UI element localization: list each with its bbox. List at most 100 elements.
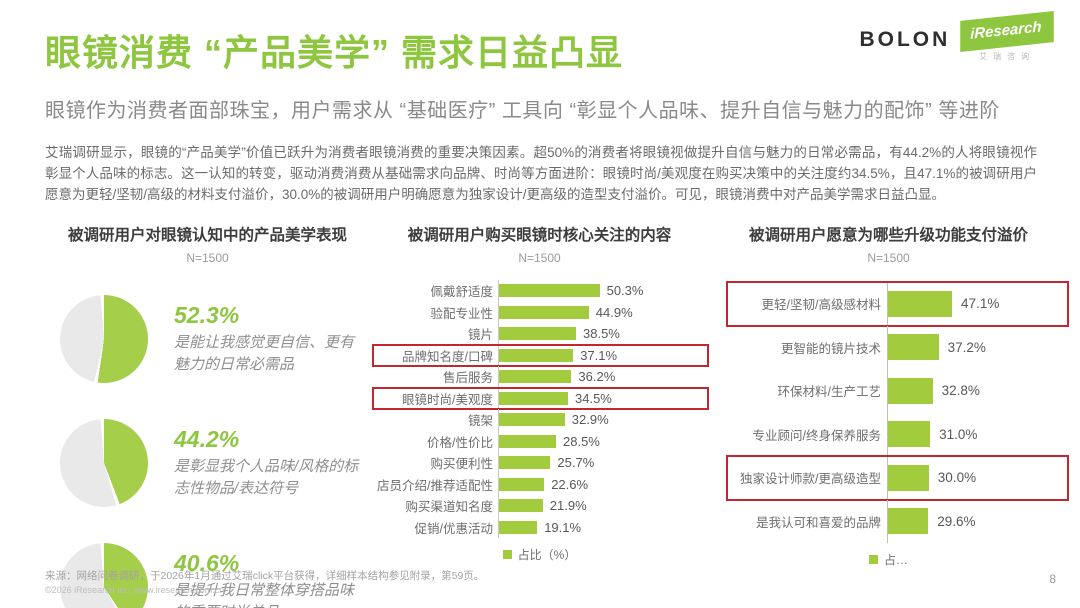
pie-rows: 52.3% 是能让我感觉更自信、更有魅力的日常必需品 44.2% 是彰显我个人品… [45,277,370,608]
pie-desc: 是提升我日常整体穿搭品味的重要时尚单品 [174,582,355,608]
pie-text: 52.3% 是能让我感觉更自信、更有魅力的日常必需品 [174,302,364,376]
bar-label: 更智能的镜片技术 [780,341,881,356]
bar-row: 购买渠道知名度 21.9% [374,495,705,517]
bar-value: 28.5% [563,433,600,449]
bar-value: 22.6% [551,476,589,492]
bar-row-highlighted: 独家设计师款/更高级造型 30.0% [712,455,1069,501]
bar-label: 店员介绍/推荐适配性 [377,478,493,493]
pie-chart [60,295,148,383]
bar-value: 36.2% [578,369,616,385]
premium-willingness-bars: 更轻/坚韧/高级感材料 47.1% 更智能的镜片技术 37.2% 环保材料/生产… [712,281,1069,543]
bar [499,456,551,470]
iresearch-logo-box: iResearch [960,11,1054,52]
bar-row-highlighted: 更轻/坚韧/高级感材料 47.1% [712,281,1069,327]
bar-label: 佩戴舒适度 [430,285,493,300]
page-subtitle: 眼镜作为消费者面部珠宝，用户需求从 “基础医疗” 工具向 “彰显个人品味、提升自… [45,100,1000,122]
bar-row: 环保材料/生产工艺 32.8% [712,369,1065,413]
body-paragraph: 艾瑞调研显示，眼镜的“产品美学”价值已跃升为消费者眼镜消费的重要决策因素。超50… [45,145,1037,202]
bar-label: 专业顾问/终身保养服务 [752,428,881,443]
legend-label: 占比（%） [517,548,577,562]
bar [888,421,931,448]
bar-value: 37.2% [947,339,986,355]
bar [499,370,572,384]
bar-label: 更轻/坚韧/高级感材料 [761,298,881,313]
bar-label: 促销/优惠活动 [414,521,493,536]
bar-row: 镜片 38.5% [374,323,705,345]
bar-value: 37.1% [580,347,618,363]
pie-row: 52.3% 是能让我感觉更自信、更有魅力的日常必需品 [45,277,370,401]
bar-value: 29.6% [937,513,976,529]
bar-row: 是我认可和喜爱的品牌 29.6% [712,499,1065,543]
premium-willingness-chart: 被调研用户愿意为哪些升级功能支付溢价 N=1500 更轻/坚韧/高级感材料 47… [712,226,1069,568]
bar-label: 售后服务 [442,371,493,386]
bar-row: 促销/优惠活动 19.1% [374,516,705,538]
pie-row: 40.6% 是提升我日常整体穿搭品味的重要时尚单品 [45,525,370,608]
bar-value: 44.9% [595,304,633,320]
pie-chart [60,419,148,507]
pie-chart [60,543,148,608]
bar-value: 47.1% [961,296,1000,312]
purchase-focus-chart: 被调研用户购买眼镜时核心关注的内容 N=1500 佩戴舒适度 50.3% 验配专… [372,226,709,563]
bar-value: 38.5% [583,326,620,342]
bar-label: 品牌知名度/口碑 [402,349,493,364]
source-note: 来源：网络问卷调研，于2026年1月通过艾瑞click平台获得，详细样本结构参见… [45,570,485,582]
bar-value: 32.8% [941,383,980,399]
bar [499,391,568,405]
bar [499,348,574,362]
bar-row: 价格/性价比 28.5% [374,430,705,452]
bar-row: 购买便利性 25.7% [374,452,705,474]
iresearch-logo: iResearch 艾瑞咨询 [960,11,1054,62]
pie-text: 44.2% 是彰显我个人品味/风格的标志性物品/表达符号 [174,426,364,500]
pie-desc: 是彰显我个人品味/风格的标志性物品/表达符号 [174,458,359,497]
legend-swatch [502,550,512,559]
bar [888,464,929,491]
legend: 占… [712,551,1065,568]
bar [499,477,545,491]
pie-text: 40.6% 是提升我日常整体穿搭品味的重要时尚单品 [174,550,364,608]
bar-label: 购买渠道知名度 [405,500,493,515]
bar-row: 售后服务 36.2% [374,366,705,388]
bar [499,499,543,513]
pie-chart-sample-size: N=1500 [186,251,229,265]
bar-value: 25.7% [557,455,595,471]
bar-row: 验配专业性 44.9% [374,301,705,323]
legend: 占比（%） [374,546,705,563]
bar [888,334,939,361]
page-title: 眼镜消费 “产品美学” 需求日益凸显 [45,32,624,73]
pie-chart-section: 被调研用户对眼镜认知中的产品美学表现 N=1500 52.3% 是能让我感觉更自… [45,226,370,608]
iresearch-logo-subtext: 艾瑞咨询 [979,52,1036,61]
legend-swatch [868,555,878,564]
bar-label: 独家设计师款/更高级造型 [740,472,881,487]
bar-label: 购买便利性 [430,457,493,472]
bar [499,520,538,534]
bar [888,290,953,317]
bar-value: 34.5% [575,390,612,406]
bar-row: 专业顾问/终身保养服务 31.0% [712,412,1065,456]
pie-row: 44.2% 是彰显我个人品味/风格的标志性物品/表达符号 [45,401,370,525]
bar [499,413,565,427]
pie-percent: 40.6% [174,550,240,576]
bar-value: 30.0% [937,470,977,486]
page-number: 8 [1049,572,1056,586]
bar-row: 镜架 32.9% [374,409,705,431]
bar [499,434,556,448]
bar-row-highlighted: 眼镜时尚/美观度 34.5% [372,386,709,410]
bar [499,284,600,298]
bar-row: 店员介绍/推荐适配性 22.6% [374,473,705,495]
bar-label: 价格/性价比 [427,435,493,450]
bar-value: 31.0% [939,426,978,442]
bar-value: 21.9% [549,498,587,514]
purchase-focus-bars: 佩戴舒适度 50.3% 验配专业性 44.9% 镜片 38.5% 品牌知名度/口… [372,280,709,538]
bar-label: 眼镜时尚/美观度 [402,392,493,407]
purchase-focus-title: 被调研用户购买眼镜时核心关注的内容 [407,227,672,244]
bar-value: 50.3% [606,283,644,299]
bar [499,327,576,341]
bar-label: 环保材料/生产工艺 [777,385,881,400]
premium-willingness-title: 被调研用户愿意为哪些升级功能支付溢价 [748,227,1028,244]
bar [888,508,929,535]
bar-label: 是我认可和喜爱的品牌 [755,515,881,530]
brand-area: BOLON iResearch 艾瑞咨询 [859,11,1054,62]
purchase-focus-sample-size: N=1500 [518,251,561,265]
bar-label: 镜架 [467,414,493,429]
